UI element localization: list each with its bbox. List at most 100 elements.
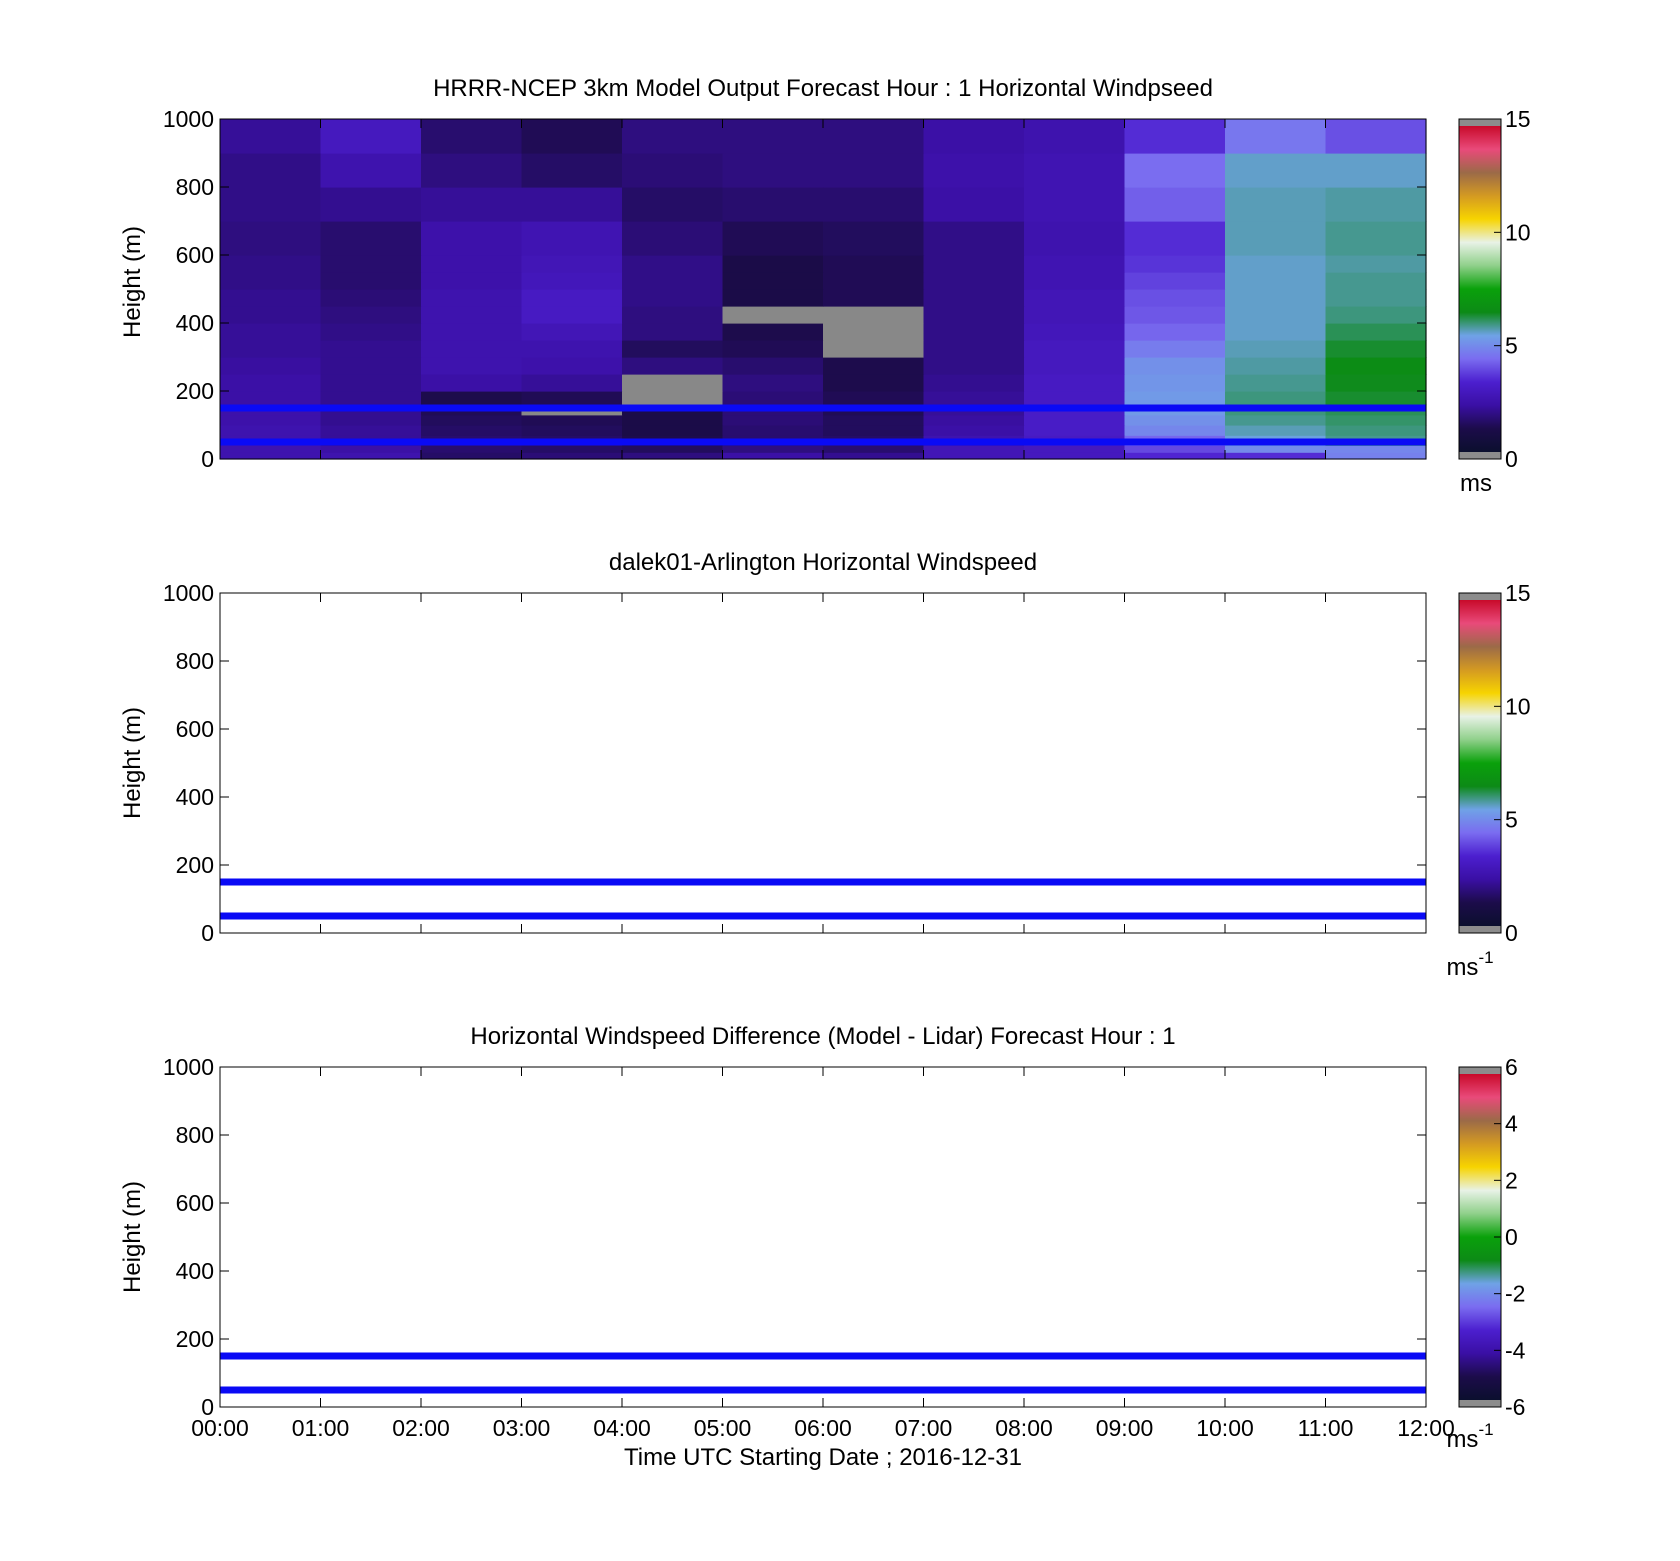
reference-lines	[220, 878, 1426, 920]
heatmap-cell	[1225, 255, 1327, 273]
heatmap-cell	[823, 221, 925, 256]
heatmap-cell	[521, 306, 623, 324]
y-tick-label: 400	[176, 784, 214, 810]
heatmap-cell	[521, 414, 623, 426]
heatmap-cell	[1325, 255, 1427, 273]
heatmap-cell	[1024, 221, 1126, 256]
heatmap-cell	[923, 452, 1025, 460]
heatmap-cell	[923, 445, 1025, 453]
lidar-windspeed-panel: dalek01-Arlington Horizontal Windspeed H…	[119, 549, 1531, 981]
heatmap-cell	[1124, 374, 1226, 392]
heatmap-cell	[823, 289, 925, 307]
model-windspeed-panel: HRRR-NCEP 3km Model Output Forecast Hour…	[119, 75, 1531, 497]
heatmap-cell	[1024, 289, 1126, 307]
heatmap-cell	[1124, 414, 1226, 426]
heatmap-cell	[521, 119, 623, 154]
heatmap-cell	[1124, 357, 1226, 375]
heatmap-cell	[320, 323, 422, 341]
colorbar-frame	[1458, 118, 1502, 460]
heatmap-cell	[220, 357, 322, 375]
colorbar-tick-label: 6	[1505, 1054, 1518, 1080]
x-tick-label: 12:00	[1397, 1415, 1455, 1441]
heatmap-cell	[421, 153, 523, 188]
heatmap-cell	[521, 289, 623, 307]
heatmap-cell	[320, 153, 422, 188]
heatmap-cell	[722, 357, 824, 375]
heatmap-cell	[1225, 289, 1327, 307]
reference-lines	[220, 1352, 1426, 1394]
y-tick-label: 600	[176, 242, 214, 268]
heatmap-cell	[320, 452, 422, 460]
y-tick-label: 800	[176, 648, 214, 674]
heatmap-cell	[1124, 425, 1226, 436]
x-tick-label: 07:00	[895, 1415, 953, 1441]
heatmap-cell	[320, 221, 422, 256]
heatmap-cell	[320, 425, 422, 436]
heatmap-cell	[923, 374, 1025, 392]
y-axis-label: Height (m)	[119, 1181, 146, 1293]
axis-ticks: 00:00 01:00 02:00 03:00 04:00 05:00 06:00 07:00…	[163, 1054, 1455, 1441]
heatmap-cell	[1124, 289, 1226, 307]
heatmap-cell	[1325, 289, 1427, 307]
y-tick-label: 400	[176, 310, 214, 336]
heatmap-cell	[1225, 119, 1327, 154]
heatmap-cell	[320, 187, 422, 222]
heatmap-cell	[1325, 452, 1427, 460]
heatmap-cell	[722, 255, 824, 273]
heatmap-cell	[923, 425, 1025, 436]
y-tick-label: 1000	[163, 580, 214, 606]
x-tick-label: 05:00	[694, 1415, 752, 1441]
heatmap-cell	[823, 272, 925, 290]
heatmap-cell	[521, 255, 623, 273]
heatmap-cell	[823, 452, 925, 460]
heatmap-cell	[421, 289, 523, 307]
heatmap-cell	[722, 323, 824, 341]
colorbar-tick-label: 0	[1505, 920, 1518, 946]
colorbar: 0 5 10 15	[1458, 580, 1531, 946]
heatmap-cell	[521, 272, 623, 290]
colorbar-frame	[1458, 592, 1502, 934]
heatmap-cell	[521, 187, 623, 222]
reference-lines	[220, 404, 1426, 446]
heatmap-cell	[421, 425, 523, 436]
heatmap-cell	[521, 391, 623, 406]
heatmap-cell	[220, 289, 322, 307]
heatmap-cell	[1124, 153, 1226, 188]
heatmap-cell	[320, 306, 422, 324]
heatmap-cell	[1325, 391, 1427, 406]
heatmap-cell	[521, 425, 623, 436]
heatmap-cell	[622, 414, 724, 426]
colorbar-tick-label: 0	[1505, 446, 1518, 472]
heatmap-cell	[1325, 425, 1427, 436]
x-tick-label: 08:00	[995, 1415, 1053, 1441]
colorbar-gradient	[1459, 126, 1501, 452]
colorbar-tick-label: 10	[1505, 693, 1531, 719]
heatmap-cell	[521, 221, 623, 256]
heatmap-cell	[923, 153, 1025, 188]
heatmap-cell	[220, 414, 322, 426]
y-tick-label: 1000	[163, 1054, 214, 1080]
heatmap-cell	[1124, 272, 1226, 290]
heatmap-cell	[923, 289, 1025, 307]
x-tick-label: 04:00	[593, 1415, 651, 1441]
heatmap-cell	[421, 374, 523, 392]
heatmap-cell	[320, 340, 422, 358]
heatmap-cell	[421, 272, 523, 290]
colorbar-tick-label: 5	[1505, 333, 1518, 359]
heatmap-cell	[622, 255, 724, 273]
heatmap-cell	[722, 153, 824, 188]
heatmap-cell	[421, 340, 523, 358]
colorbar-tick-label: 2	[1505, 1167, 1518, 1193]
heatmap-cell	[622, 452, 724, 460]
panel-title: dalek01-Arlington Horizontal Windspeed	[609, 549, 1037, 576]
colorbar-over-cap	[1459, 1067, 1501, 1074]
heatmap-cell	[1225, 221, 1327, 256]
heatmap-cell	[1325, 187, 1427, 222]
colorbar-tick-label: 4	[1505, 1111, 1518, 1137]
heatmap-cell	[421, 119, 523, 154]
heatmap-cell	[1225, 425, 1327, 436]
heatmap-cell	[1024, 452, 1126, 460]
x-tick-label: 02:00	[392, 1415, 450, 1441]
heatmap-cell	[1024, 153, 1126, 188]
